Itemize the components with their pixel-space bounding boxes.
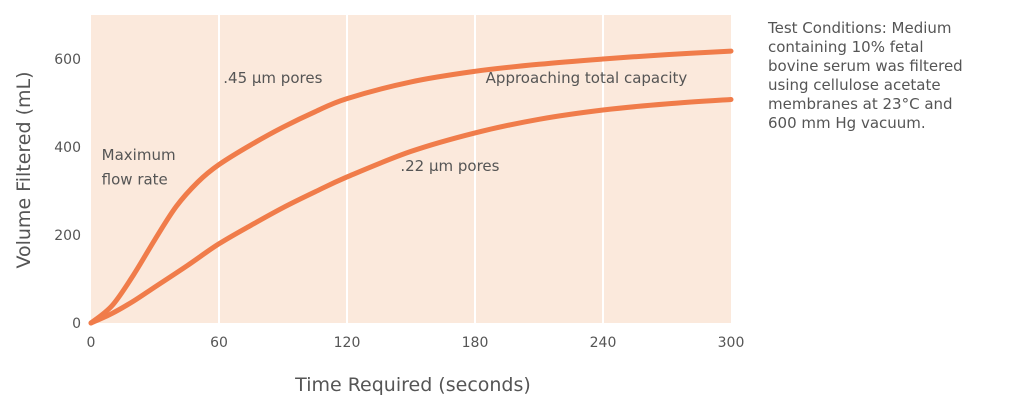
series-line-0 <box>88 48 734 326</box>
y-tick-label-2: 400 <box>54 140 81 156</box>
test-conditions-note: Test Conditions: Medium containing 10% f… <box>768 19 963 132</box>
x-tick-label-1: 60 <box>210 335 228 351</box>
annotation-1: .22 µm pores <box>400 157 499 175</box>
y-tick-label-0: 0 <box>72 316 81 332</box>
annotations: .45 µm pores .22 µm pores Maximum flow rate… <box>102 69 688 188</box>
annotation-4: Approaching total capacity <box>486 69 688 87</box>
annotation-2: Maximum <box>102 146 176 164</box>
x-tick-label-5: 300 <box>718 335 745 351</box>
x-tick-label-0: 0 <box>87 335 96 351</box>
annotation-0: .45 µm pores <box>223 69 322 87</box>
y-tick-label-1: 200 <box>54 228 81 244</box>
y-axis-title: Volume Filtered (mL) <box>13 71 35 268</box>
plot-area <box>91 15 731 323</box>
series-line-1 <box>88 97 734 326</box>
x-tick-label-4: 240 <box>590 335 617 351</box>
y-tick-label-3: 600 <box>54 52 81 68</box>
annotation-3: flow rate <box>102 170 168 188</box>
series-lines <box>88 48 734 326</box>
tick-labels: 0 60 120 180 240 300 0 200 400 600 <box>54 52 744 351</box>
x-tick-label-3: 180 <box>462 335 489 351</box>
x-tick-label-2: 120 <box>334 335 361 351</box>
x-axis-title: Time Required (seconds) <box>294 374 531 396</box>
grid-lines <box>218 15 604 323</box>
